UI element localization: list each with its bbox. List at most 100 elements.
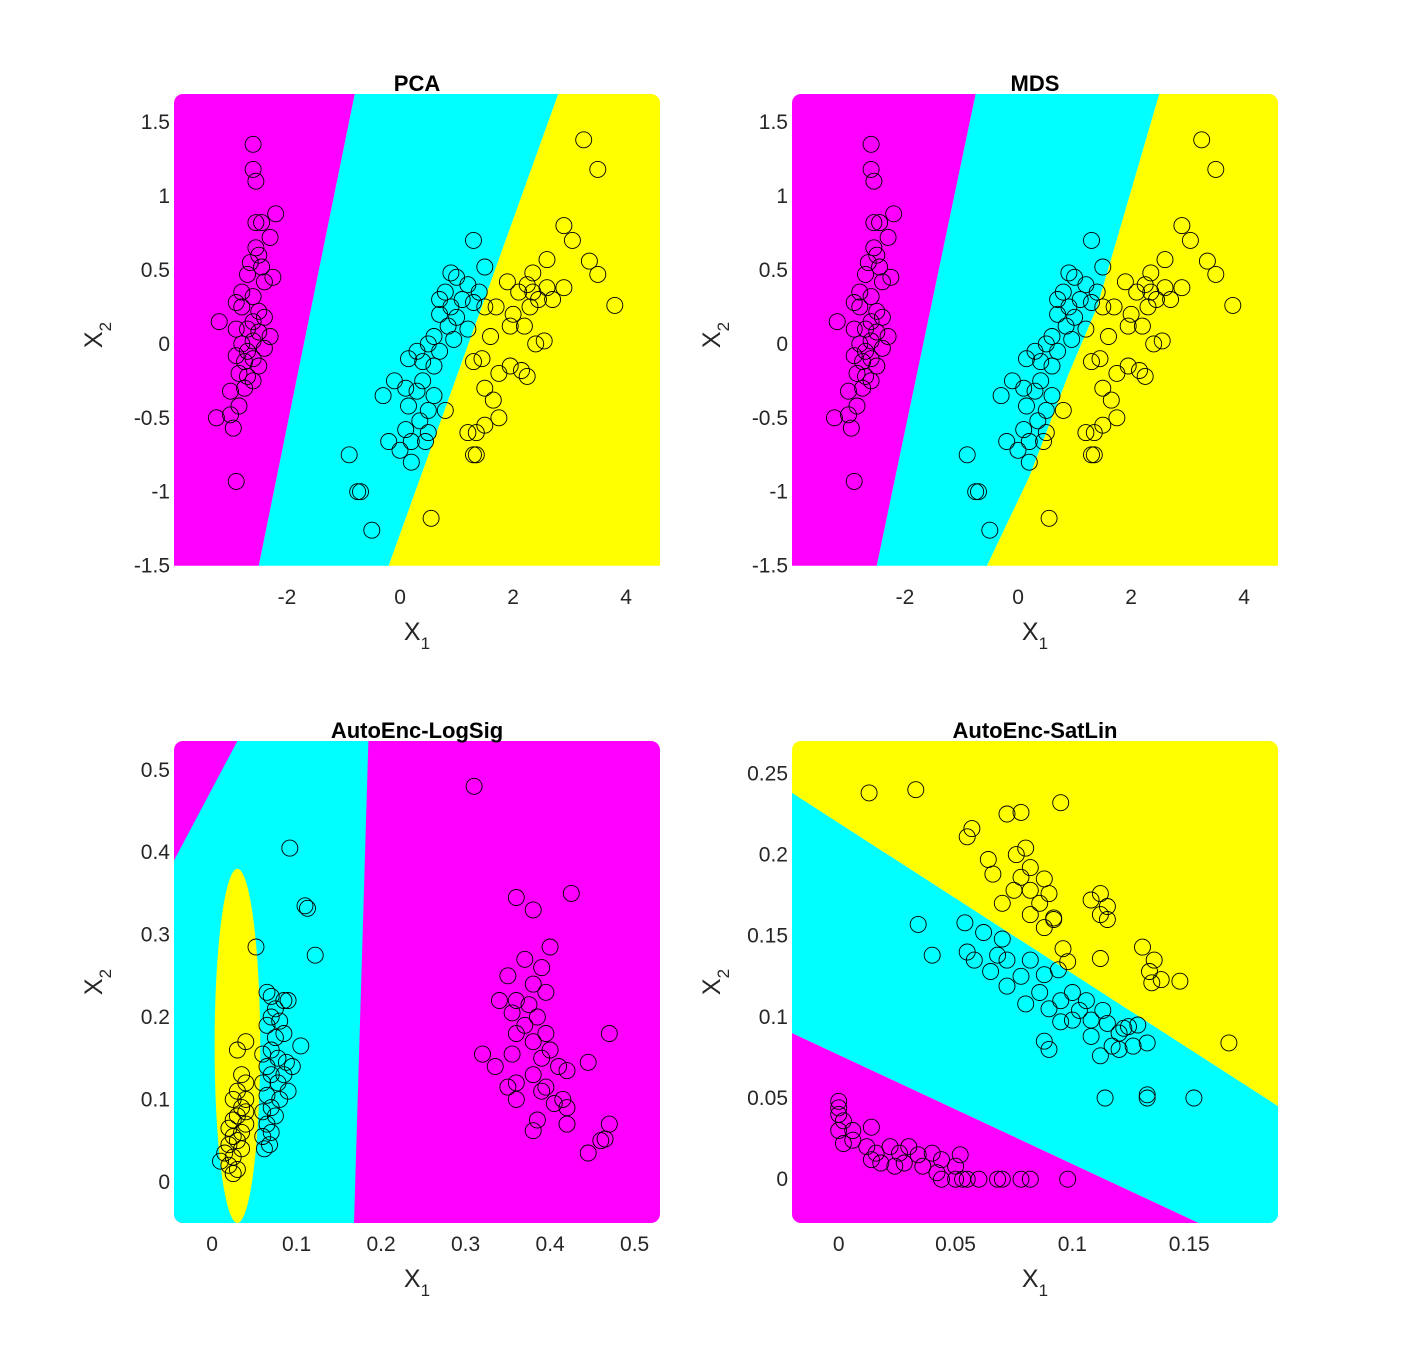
subplot-autoenc-satlin: 0 0.05 0.1 0.15 0 0.05 0.1 0.15 0.2 0.25 AutoEnc-S…	[698, 718, 1278, 1300]
data-point	[851, 298, 869, 316]
data-point	[923, 946, 941, 964]
data-point	[207, 409, 225, 427]
data-point	[1012, 803, 1030, 821]
data-point	[857, 367, 874, 385]
data-point	[879, 228, 897, 246]
data-point	[606, 296, 624, 314]
data-point	[237, 1115, 255, 1133]
data-point	[885, 205, 903, 223]
data-point	[965, 951, 983, 969]
data-point	[262, 1123, 280, 1141]
data-point	[1142, 264, 1160, 282]
data-point	[244, 372, 262, 390]
data-point	[1060, 264, 1078, 282]
data-point	[558, 1062, 576, 1080]
data-point	[533, 1049, 551, 1067]
data-point	[993, 930, 1011, 948]
data-point	[1088, 283, 1106, 301]
data-point	[1138, 1086, 1156, 1104]
data-point	[1138, 1089, 1156, 1107]
x-tick-label: 0.2	[366, 1233, 395, 1256]
data-point	[1007, 846, 1025, 864]
data-point	[909, 1146, 927, 1164]
data-point	[247, 938, 265, 956]
data-point	[865, 239, 883, 257]
data-point	[1091, 950, 1109, 967]
decision-regions	[174, 94, 660, 566]
data-point	[1021, 881, 1039, 899]
y-tick-label: -1.5	[752, 555, 788, 578]
data-point	[860, 784, 878, 802]
data-point	[1124, 1037, 1142, 1055]
data-point	[250, 246, 268, 264]
data-point	[1043, 387, 1061, 405]
data-point	[533, 959, 551, 977]
data-point	[873, 339, 891, 357]
data-point	[239, 320, 256, 338]
data-point	[292, 1037, 310, 1055]
data-point	[258, 1086, 276, 1104]
data-point	[504, 305, 522, 323]
data-point	[391, 441, 409, 459]
data-point	[281, 839, 299, 857]
data-point	[422, 509, 440, 527]
data-point	[210, 313, 228, 331]
data-point	[1021, 1170, 1039, 1188]
data-point	[1133, 317, 1151, 335]
data-point	[862, 372, 880, 390]
data-point	[886, 1157, 904, 1175]
data-point	[825, 409, 843, 427]
data-point	[233, 1066, 251, 1084]
data-point	[299, 899, 316, 917]
y-axis-label: X2	[698, 969, 733, 995]
y-tick-label: 0.1	[759, 1006, 788, 1029]
x-axis-label: X1	[404, 618, 430, 653]
data-point	[1063, 1011, 1081, 1029]
data-point	[998, 977, 1016, 995]
data-point	[499, 1078, 517, 1096]
data-point	[255, 273, 273, 291]
data-point	[521, 298, 539, 316]
data-point	[865, 172, 883, 190]
data-point	[1026, 342, 1044, 360]
data-point	[541, 938, 559, 956]
data-point	[459, 424, 477, 442]
data-point	[230, 397, 248, 415]
data-point	[212, 1152, 229, 1170]
data-point	[923, 1144, 941, 1162]
data-point	[499, 967, 517, 985]
data-point	[1091, 350, 1109, 368]
data-point	[981, 521, 999, 539]
region-yellow	[214, 868, 261, 1223]
data-point	[490, 992, 508, 1009]
subplot-pca: -2 0 2 4 -1.5 -1 -0.5 0 0.5 1 1.5 PCA X1 X2	[80, 71, 660, 653]
data-point	[1110, 1040, 1128, 1058]
data-point	[1012, 967, 1030, 985]
data-point	[1085, 446, 1103, 464]
x-tick-label: 0	[206, 1233, 218, 1256]
data-point	[857, 320, 874, 338]
data-point	[255, 339, 273, 357]
x-tick-label: 0	[833, 1233, 845, 1256]
data-point	[550, 1058, 568, 1075]
data-point	[1017, 839, 1035, 857]
data-point	[1082, 1027, 1100, 1045]
data-point	[1012, 1170, 1030, 1188]
subplot-title: PCA	[394, 71, 441, 96]
x-axis-label: X1	[404, 1265, 430, 1300]
data-point	[830, 1122, 848, 1139]
region-yellow	[388, 94, 660, 566]
x-tick-label: 0	[1012, 586, 1024, 609]
data-point	[834, 1112, 852, 1130]
data-point	[992, 387, 1010, 405]
data-point	[476, 416, 494, 434]
data-point	[989, 946, 1007, 964]
data-point	[868, 357, 886, 375]
data-point	[244, 288, 262, 306]
data-point	[222, 382, 239, 400]
data-point	[1032, 353, 1050, 371]
data-point	[507, 992, 525, 1009]
data-point	[1145, 335, 1163, 353]
data-point	[928, 1164, 946, 1182]
